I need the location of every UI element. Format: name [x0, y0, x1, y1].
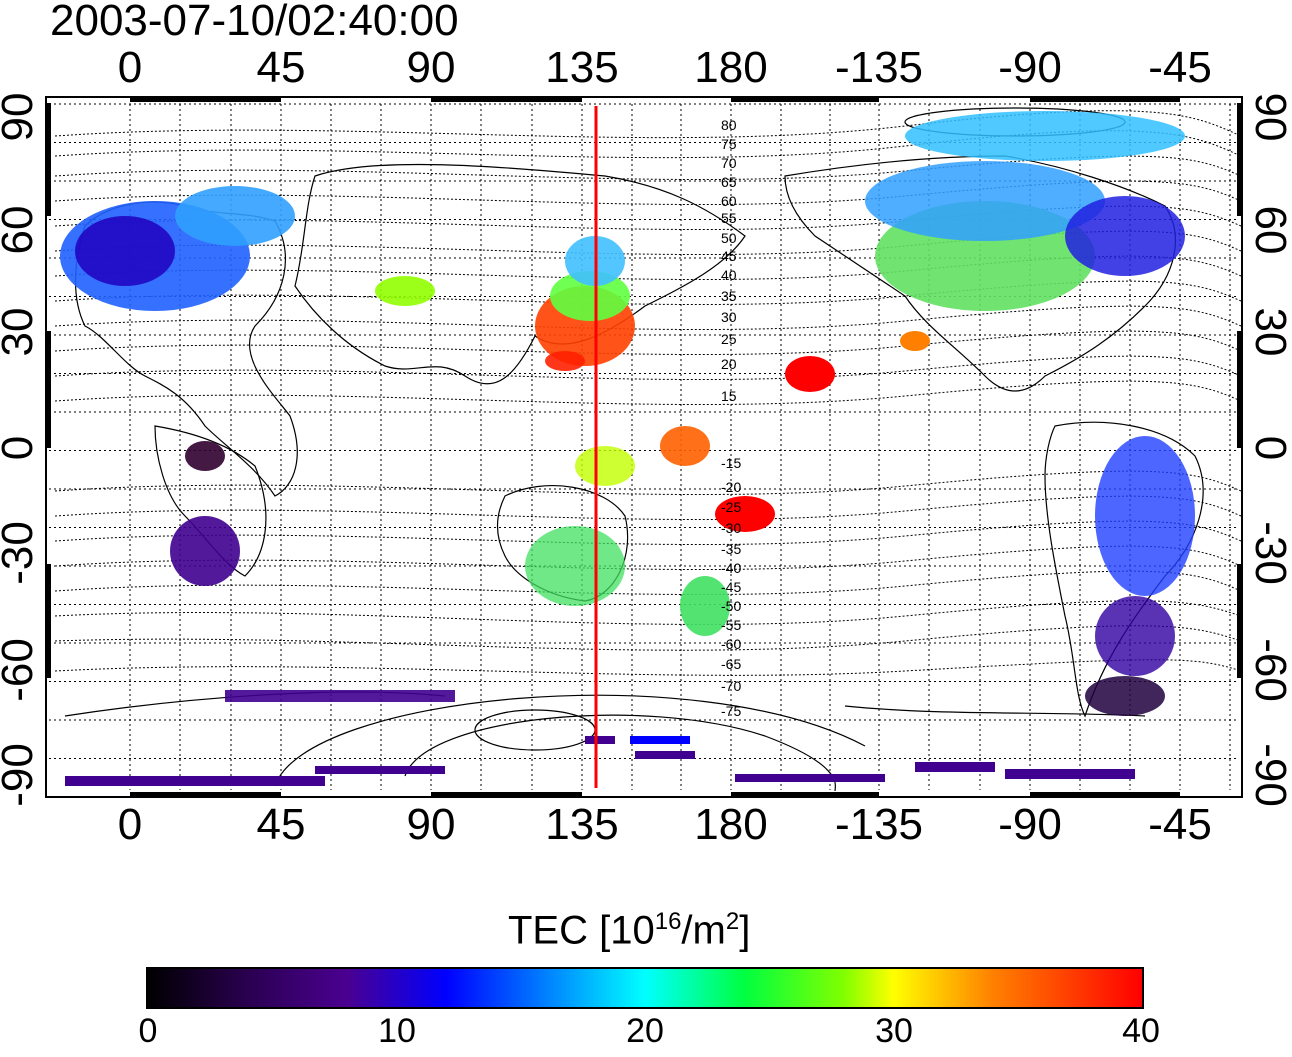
bottom-tick-180: 180 [694, 800, 768, 849]
contour-label-group: 80 75 70 65 60 55 50 45 40 35 30 25 20 1… [721, 117, 741, 719]
top-tick-45: 45 [256, 43, 306, 92]
contour-label: -75 [721, 703, 741, 719]
left-tick-60: 60 [0, 205, 42, 255]
contour-label: -35 [721, 541, 741, 557]
colorbar-title: TEC [1016/m2] [508, 908, 750, 953]
timestamp-title: 2003-07-10/02:40:00 [50, 0, 459, 45]
contour-label: -50 [721, 598, 741, 614]
contour-label: -40 [721, 560, 741, 576]
colorbar-tick-10: 10 [378, 1012, 416, 1050]
contour-label: -25 [721, 499, 741, 515]
bottom-tick-135: 135 [545, 800, 619, 849]
top-tick-m135: -135 [834, 43, 924, 92]
contour-label: -65 [721, 656, 741, 672]
colorbar-tick-30: 30 [875, 1012, 913, 1050]
bottom-tick-45: 45 [256, 800, 306, 849]
left-tick-m30: -30 [0, 521, 42, 585]
left-tick-90: 90 [0, 92, 42, 142]
top-tick-90: 90 [406, 43, 456, 92]
colorbar-title-sup1: 16 [654, 908, 682, 935]
contour-label: 60 [721, 193, 737, 209]
contour-label: 70 [721, 155, 737, 171]
graticule [49, 103, 1239, 790]
right-tick-0: 0 [1246, 435, 1292, 461]
contour-label: 40 [721, 267, 737, 283]
contour-label: -55 [721, 617, 741, 633]
top-tick-0: 0 [117, 43, 143, 92]
tec-map: 80 75 70 65 60 55 50 45 40 35 30 25 20 1… [45, 96, 1243, 798]
contour-label: 50 [721, 230, 737, 246]
contour-label: 55 [721, 210, 737, 226]
left-tick-30: 30 [0, 307, 42, 357]
right-tick-m60: -60 [1246, 638, 1292, 702]
contour-label: 25 [721, 331, 737, 347]
contour-label: -30 [721, 520, 741, 536]
colorbar-title-sup2: 2 [725, 908, 740, 935]
contour-label: 35 [721, 288, 737, 304]
right-tick-30: 30 [1246, 307, 1292, 357]
contour-label: 75 [721, 136, 737, 152]
colorbar-title-mid: /m [681, 908, 726, 953]
right-tick-60: 60 [1246, 205, 1292, 255]
contour-label: 30 [721, 309, 737, 325]
contour-label: 45 [721, 248, 737, 264]
right-tick-m90: -90 [1246, 743, 1292, 807]
left-tick-m90: -90 [0, 743, 42, 807]
colorbar-tick-0: 0 [138, 1012, 158, 1050]
contour-label: -20 [721, 479, 741, 495]
top-tick-180: 180 [694, 43, 768, 92]
contour-label: -70 [721, 678, 741, 694]
bottom-tick-m135: -135 [834, 800, 924, 849]
colorbar-title-end: ] [739, 908, 751, 953]
left-tick-0: 0 [0, 436, 42, 460]
colorbar-tick-40: 40 [1122, 1012, 1160, 1050]
top-tick-m90: -90 [998, 43, 1062, 92]
contour-label: -45 [721, 579, 741, 595]
top-tick-m45: -45 [1148, 43, 1212, 92]
colorbar-title-text: TEC [10 [508, 908, 655, 953]
contour-label: 65 [721, 174, 737, 190]
tec-colorbar [146, 967, 1144, 1009]
colorbar-tick-20: 20 [626, 1012, 664, 1050]
left-tick-m60: -60 [0, 638, 42, 702]
contour-label: -15 [721, 455, 741, 471]
contour-label: -60 [721, 636, 741, 652]
bottom-tick-0: 0 [117, 800, 143, 849]
tec-data-patches [60, 111, 1195, 786]
right-tick-90: 90 [1246, 92, 1292, 142]
right-tick-m30: -30 [1246, 521, 1292, 585]
top-tick-135: 135 [545, 43, 619, 92]
bottom-tick-90: 90 [406, 800, 456, 849]
contour-label: 80 [721, 117, 737, 133]
bottom-tick-m45: -45 [1148, 800, 1212, 849]
contour-label: 20 [721, 356, 737, 372]
bottom-tick-m90: -90 [998, 800, 1062, 849]
contour-label: 15 [721, 388, 737, 404]
